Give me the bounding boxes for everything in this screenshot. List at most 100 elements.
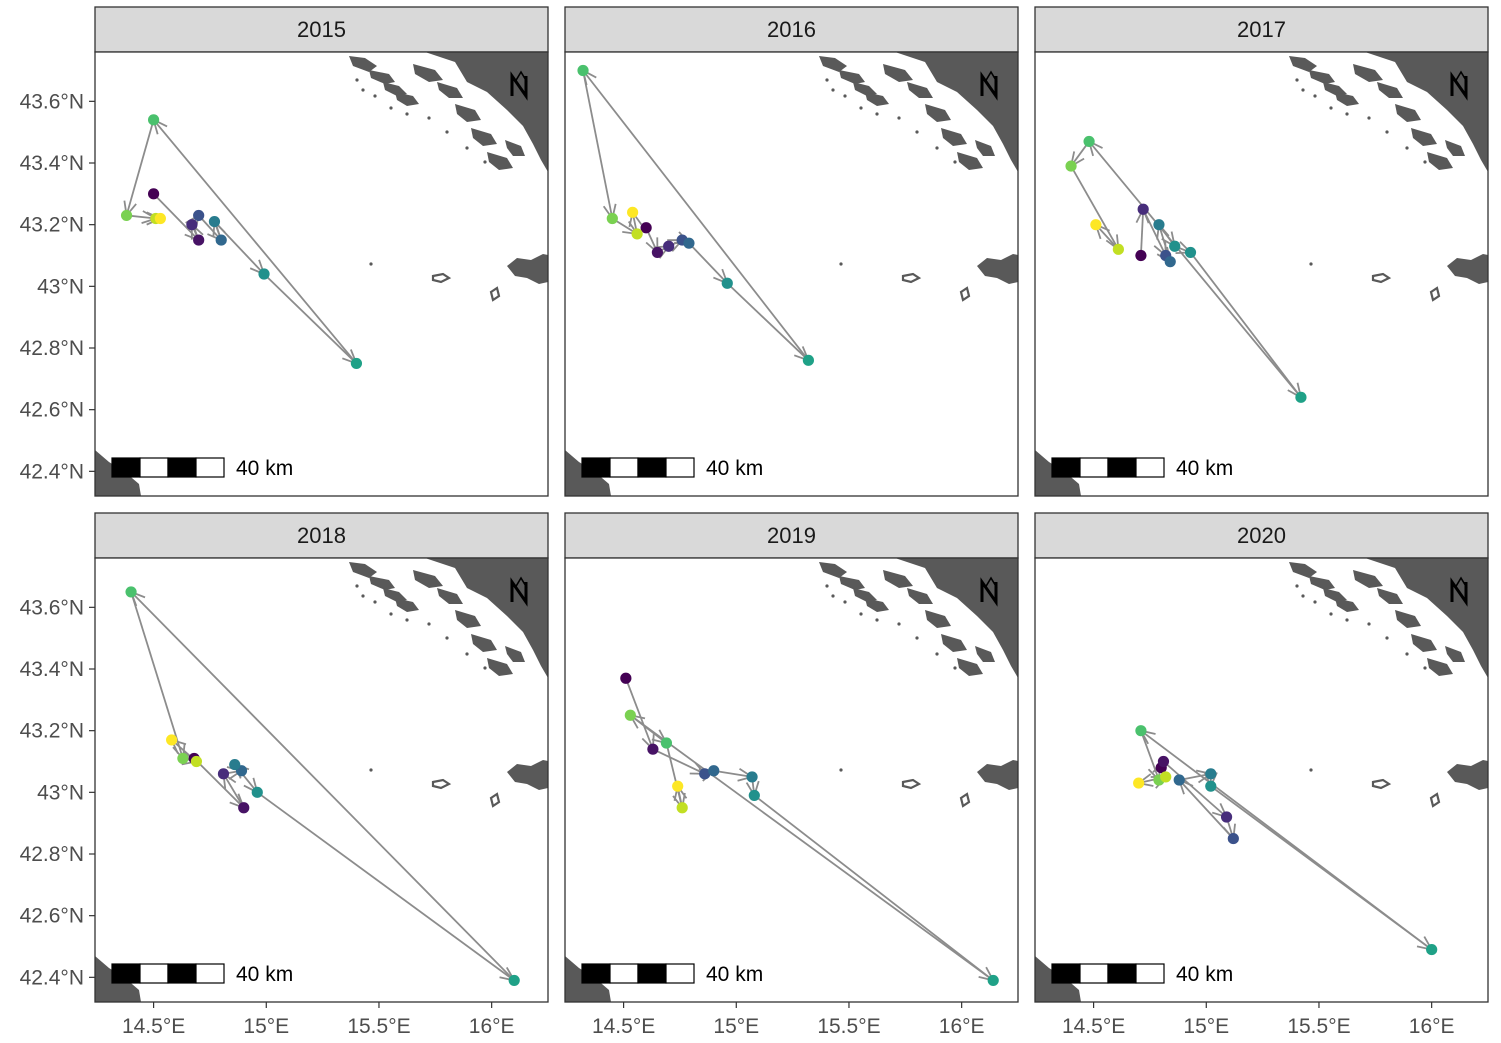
panel-border <box>1034 51 1489 497</box>
y-tick-label: 42.6°N <box>20 905 84 928</box>
island <box>1411 634 1437 652</box>
location-point <box>624 709 636 721</box>
island <box>505 140 525 156</box>
island <box>839 70 865 84</box>
island <box>865 92 889 106</box>
north-arrow: N <box>510 70 528 101</box>
islet <box>935 146 939 150</box>
island <box>1323 82 1347 96</box>
panel-background <box>95 52 548 496</box>
x-tick-label: 16°E <box>1409 1015 1455 1038</box>
island <box>907 82 933 98</box>
y-tick-label: 43.6°N <box>20 596 84 619</box>
islet <box>1309 262 1313 266</box>
location-point <box>1090 219 1102 231</box>
island <box>1395 104 1421 122</box>
island <box>1395 610 1421 628</box>
north-arrow: N <box>510 576 528 607</box>
island <box>925 610 951 628</box>
location-points <box>120 114 363 370</box>
island <box>839 576 865 590</box>
track-segment <box>726 282 810 361</box>
island <box>1377 588 1403 604</box>
scale-bar-segment <box>637 963 667 984</box>
island <box>957 658 983 676</box>
islet <box>1405 146 1409 150</box>
location-point <box>1065 160 1077 172</box>
scale-bar-segment <box>167 457 197 478</box>
location-point <box>120 209 133 222</box>
islet <box>915 130 919 134</box>
island <box>413 64 443 82</box>
location-points <box>1133 725 1438 956</box>
islet <box>901 272 922 284</box>
islet <box>859 106 863 110</box>
x-tick-label: 15.5°E <box>347 1015 410 1038</box>
islet <box>1301 88 1305 92</box>
facet-panel: 2018 N 40 km <box>94 512 549 1003</box>
north-arrow-icon <box>1450 71 1468 101</box>
north-arrow: N <box>980 70 998 101</box>
scale-bar-label: 40 km <box>706 457 763 480</box>
island <box>1289 562 1317 578</box>
scale-bar-segment <box>637 457 667 478</box>
island <box>883 570 913 588</box>
islet <box>445 636 449 640</box>
islet <box>843 94 847 98</box>
island <box>505 646 525 662</box>
island <box>349 562 377 578</box>
islet <box>1345 112 1349 116</box>
y-tick-label: 42.8°N <box>20 843 84 866</box>
islet <box>831 594 835 598</box>
islet <box>405 618 409 622</box>
scale-bar-segment <box>1079 963 1109 984</box>
location-point <box>1426 943 1438 956</box>
track-segment <box>1088 140 1302 398</box>
x-tick-label: 15°E <box>243 1015 289 1038</box>
scale-bar: 40 km <box>1051 963 1233 986</box>
x-tick-label: 16°E <box>939 1015 985 1038</box>
location-point <box>193 209 205 222</box>
islet <box>361 594 365 598</box>
scale-bar: 40 km <box>1051 457 1233 480</box>
location-point <box>177 752 189 765</box>
location-point <box>699 768 711 780</box>
islet <box>1301 594 1305 598</box>
islet <box>1423 666 1427 670</box>
island <box>471 128 497 146</box>
panel-background <box>565 52 1018 496</box>
location-point <box>802 354 815 366</box>
islet <box>489 286 501 302</box>
panel-border <box>94 557 549 1003</box>
scale-bar-segment <box>167 963 197 984</box>
y-tick-label: 42.8°N <box>20 337 84 360</box>
islet <box>1371 778 1392 790</box>
islet <box>1405 652 1409 656</box>
islet <box>427 116 431 120</box>
islet <box>489 792 501 808</box>
scale-bar: 40 km <box>111 457 293 480</box>
island <box>369 70 395 84</box>
north-arrow-tip <box>1454 576 1468 589</box>
facet-strip <box>94 6 549 53</box>
facet-panels: 2015 N 40 km 2016 N 40 km 2017 N 40 km 2018 N 40 km… <box>94 6 1489 1003</box>
track-segment <box>582 70 614 219</box>
track-segment <box>753 794 994 982</box>
track-segment <box>582 69 810 361</box>
location-point <box>147 114 160 126</box>
track-segment <box>263 273 358 365</box>
island <box>507 760 548 790</box>
islet <box>389 612 393 616</box>
north-arrow-icon <box>510 71 528 101</box>
islet <box>1313 94 1317 98</box>
islet <box>405 112 409 116</box>
location-point <box>229 758 241 771</box>
panel-border <box>94 51 549 497</box>
location-point <box>154 212 166 225</box>
location-point <box>238 802 250 814</box>
island <box>1353 570 1383 588</box>
y-tick-label: 42.4°N <box>20 460 84 483</box>
location-point <box>1205 768 1217 780</box>
island <box>1335 92 1359 106</box>
islet <box>483 666 487 670</box>
